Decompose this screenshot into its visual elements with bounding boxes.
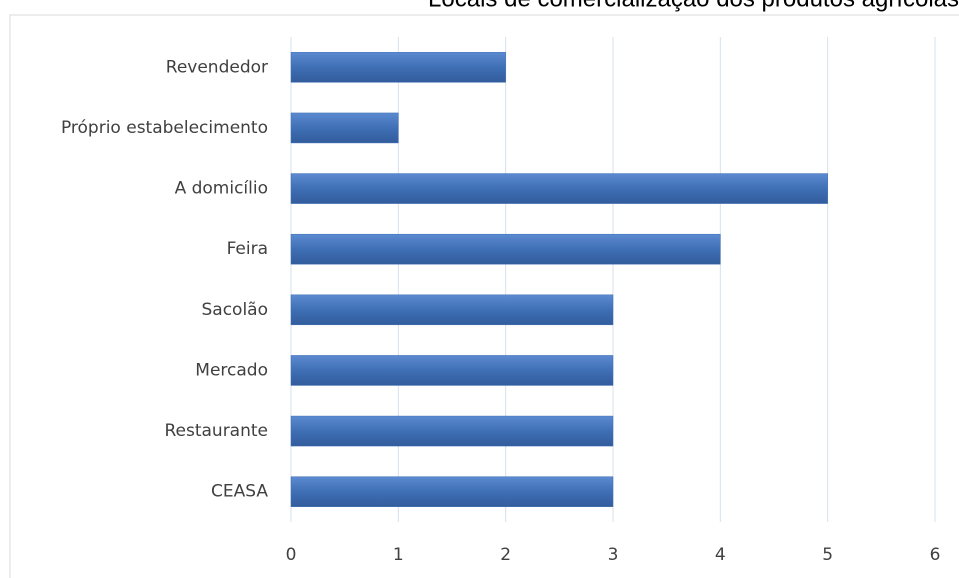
y-tick-label: Feira — [227, 239, 268, 259]
y-tick-label: Mercado — [195, 360, 268, 380]
bar — [290, 112, 399, 144]
y-tick-label: Próprio estabelecimento — [61, 118, 268, 138]
x-tick-label: 6 — [930, 545, 941, 565]
chart-border — [9, 14, 959, 578]
y-tick-label: A domicílio — [175, 179, 268, 199]
bar — [290, 355, 614, 386]
x-tick-label: 2 — [500, 545, 511, 565]
bar — [290, 173, 828, 204]
chart-title: Locais de comercialização dos produtos a… — [428, 0, 959, 12]
bar — [290, 233, 721, 265]
y-tick-label: Sacolão — [202, 300, 269, 320]
x-tick-label: 0 — [286, 545, 297, 565]
y-tick-label: CEASA — [211, 482, 268, 502]
x-tick-label: 3 — [608, 545, 619, 565]
bar — [290, 476, 614, 507]
y-tick-label: Revendedor — [166, 57, 268, 77]
bar — [290, 415, 614, 447]
y-tick-label: Restaurante — [164, 421, 268, 441]
x-tick-label: 4 — [715, 545, 726, 565]
x-tick-label: 1 — [393, 545, 404, 565]
x-tick-label: 5 — [822, 545, 833, 565]
bar — [290, 294, 614, 326]
bar — [290, 52, 506, 83]
